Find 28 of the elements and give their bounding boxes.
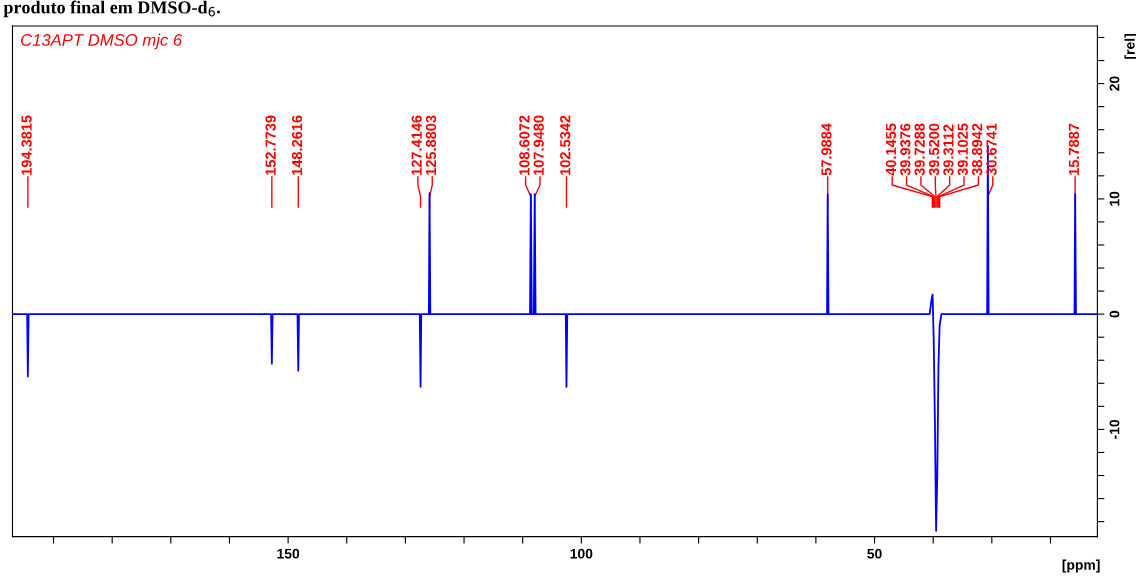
- annotation: 125.8803: [425, 115, 437, 175]
- annotation: 194.3815: [21, 115, 32, 175]
- annotation: 30.6741: [986, 123, 997, 176]
- annotation: 39.5200: [928, 123, 940, 176]
- annotation: 38.8942: [971, 123, 983, 176]
- annotation: 57.9884: [821, 123, 832, 176]
- annotation: 107.9480: [533, 115, 544, 175]
- y-tick-label: 10: [1109, 191, 1120, 206]
- x-tick-label: 50: [867, 548, 882, 559]
- annotation: 152.7739: [265, 115, 276, 175]
- annotation: 127.4146: [411, 115, 422, 175]
- annotation: 102.5342: [560, 115, 571, 175]
- y-tick-label: -10: [1109, 419, 1120, 439]
- annotation: 39.9376: [900, 123, 911, 176]
- annotation: 39.3112: [943, 124, 954, 176]
- annotation: C13APT DMSO mjc 6: [21, 33, 183, 50]
- chart-title: produto final em DMSO-d$_{6}$.: [3, 0, 220, 18]
- annotation: 15.7887: [1068, 123, 1080, 175]
- annotation: 108.6072: [519, 115, 530, 175]
- annotation: 40.1455: [885, 123, 897, 176]
- x-axis-title: [ppm]: [1062, 559, 1100, 573]
- x-tick-label: 150: [277, 548, 300, 559]
- x-tick-label: 100: [570, 548, 593, 559]
- annotation: 39.1025: [957, 123, 968, 176]
- annotation: 148.2616: [291, 115, 303, 175]
- y-tick-label: 0: [1109, 310, 1120, 318]
- annotation: 39.7288: [914, 123, 925, 176]
- y-tick-label: 20: [1109, 76, 1120, 91]
